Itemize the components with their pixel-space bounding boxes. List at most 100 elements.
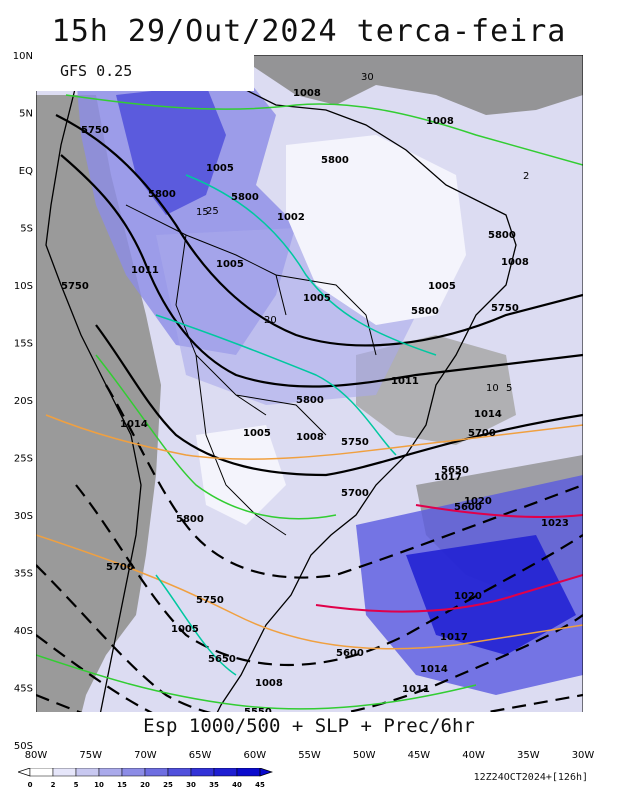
- latitude-label: 50S: [14, 741, 33, 752]
- thickness-label: 5750: [61, 281, 89, 292]
- latitude-label: 35S: [14, 569, 33, 580]
- run-info: 12Z24OCT2024+[126h]: [473, 772, 588, 783]
- thickness-label: 5750: [81, 125, 109, 136]
- product-label: Esp 1000/500 + SLP + Prec/6hr: [143, 715, 475, 737]
- slp-label: 1005: [216, 259, 244, 270]
- grey-region-central: [356, 335, 516, 445]
- colorbar-segment: [213, 768, 238, 777]
- thickness-label: 5750: [341, 437, 369, 448]
- colorbar-tick-label: 25: [163, 781, 173, 789]
- model-label-box: [36, 55, 254, 91]
- slp-label: 1008: [501, 257, 529, 268]
- thickness-label: 5800: [296, 395, 324, 406]
- slp-label: 1014: [474, 409, 502, 420]
- slp-contours: [36, 94, 583, 710]
- colorbar-right-arrow: [259, 768, 273, 777]
- weather-map: 5800 5800 5800 5750 5750 5800 5800 5750 …: [36, 55, 583, 745]
- precip-colorbar: 0 2 5 10 15 20 25 30 35 40 45: [18, 768, 273, 789]
- longitude-label: 35W: [517, 750, 540, 761]
- country-borders: [125, 204, 377, 536]
- latitude-label: 10N: [13, 51, 33, 62]
- thickness-label: 5650: [208, 654, 236, 665]
- thickness-label: 5700: [341, 488, 369, 499]
- colorbar-tick-label: 2: [51, 781, 56, 789]
- colorbar-tick-label: 30: [186, 781, 196, 789]
- latitude-label: 30S: [14, 511, 33, 522]
- slp-label: 1005: [243, 428, 271, 439]
- thickness-label: 5600: [336, 648, 364, 659]
- slp-label: 1008: [255, 678, 283, 689]
- slp-label: 1011: [131, 265, 159, 276]
- colorbar-left-arrow: [18, 768, 31, 777]
- precip-label: 15: [196, 207, 209, 218]
- bottom-label-box: [36, 712, 583, 745]
- thickness-label: 5600: [454, 502, 482, 513]
- colorbar-segment: [121, 768, 146, 777]
- latitude-label: 40S: [14, 626, 33, 637]
- map-title: 15h 29/Out/2024 terca-feira: [51, 14, 567, 49]
- latitude-label: 5N: [19, 109, 33, 120]
- longitude-label: 70W: [134, 750, 157, 761]
- grey-region-north: [236, 55, 583, 115]
- thickness-label: 5750: [491, 303, 519, 314]
- longitude-label: 80W: [25, 750, 48, 761]
- thickness-label: 5800: [411, 306, 439, 317]
- longitude-label: 65W: [189, 750, 212, 761]
- slp-label: 1014: [120, 419, 148, 430]
- thickness-label: 5650: [441, 465, 469, 476]
- thickness-label: 5700: [468, 428, 496, 439]
- colorbar-tick-label: 5: [74, 781, 79, 789]
- slp-label: 1017: [434, 472, 462, 483]
- slp-label: 1005: [428, 281, 456, 292]
- longitude-label: 75W: [79, 750, 102, 761]
- precip-label: 2: [523, 171, 529, 182]
- longitude-label: 30W: [572, 750, 595, 761]
- longitude-label: 40W: [462, 750, 485, 761]
- colorbar-segment: [52, 768, 77, 777]
- slp-label: 1020: [464, 496, 492, 507]
- precip-label: 5: [506, 383, 512, 394]
- latitude-label: EQ: [19, 166, 33, 177]
- slp-label: 1020: [454, 591, 482, 602]
- colorbar-segment: [98, 768, 123, 777]
- slp-label: 1014: [420, 664, 448, 675]
- dry-area-northeast: [286, 135, 466, 325]
- colorbar-tick-label: 40: [232, 781, 242, 789]
- colorbar-tick-label: 20: [140, 781, 150, 789]
- model-label: GFS 0.25: [60, 62, 133, 80]
- slp-label: 1011: [391, 376, 419, 387]
- longitude-axis: 80W 75W 70W 65W 60W 55W 50W 45W 40W 35W 30W: [25, 750, 595, 761]
- slp-label: 1002: [277, 212, 305, 223]
- colorbar-segment: [144, 768, 169, 777]
- latitude-axis: 10N 5N EQ 5S 10S 15S 20S 25S 30S 35S 40S 45S 50S: [13, 51, 33, 752]
- slp-label: 1008: [296, 432, 324, 443]
- latitude-label: 20S: [14, 396, 33, 407]
- precip-label: 10: [486, 383, 499, 394]
- coastline: [75, 74, 517, 745]
- slp-label: 1005: [171, 624, 199, 635]
- longitude-label: 45W: [408, 750, 431, 761]
- colorbar-segment: [190, 768, 215, 777]
- thickness-label: 5750: [196, 595, 224, 606]
- slp-label: 1005: [303, 293, 331, 304]
- latitude-label: 15S: [14, 339, 33, 350]
- longitude-label: 60W: [243, 750, 266, 761]
- slp-label: 1017: [440, 632, 468, 643]
- thickness-label: 5800: [488, 230, 516, 241]
- slp-label: 1005: [206, 163, 234, 174]
- colorbar-tick-label: 0: [28, 781, 33, 789]
- longitude-label: 55W: [298, 750, 321, 761]
- colorbar-segment: [75, 768, 100, 777]
- colorbar-tick-label: 45: [255, 781, 265, 789]
- thickness-label: 5800: [148, 189, 176, 200]
- contour-labels: 5800 5800 5800 5750 5750 5800 5800 5750 …: [61, 72, 569, 718]
- west-coastline: [45, 84, 142, 736]
- colorbar-tick-label: 15: [117, 781, 127, 789]
- colorbar-tick-label: 35: [209, 781, 219, 789]
- thickness-label: 5800: [321, 155, 349, 166]
- colorbar-segment: [167, 768, 192, 777]
- latitude-label: 10S: [14, 281, 33, 292]
- thickness-label: 5800: [176, 514, 204, 525]
- precip-label: 20: [264, 315, 277, 326]
- colorbar-tick-label: 10: [94, 781, 104, 789]
